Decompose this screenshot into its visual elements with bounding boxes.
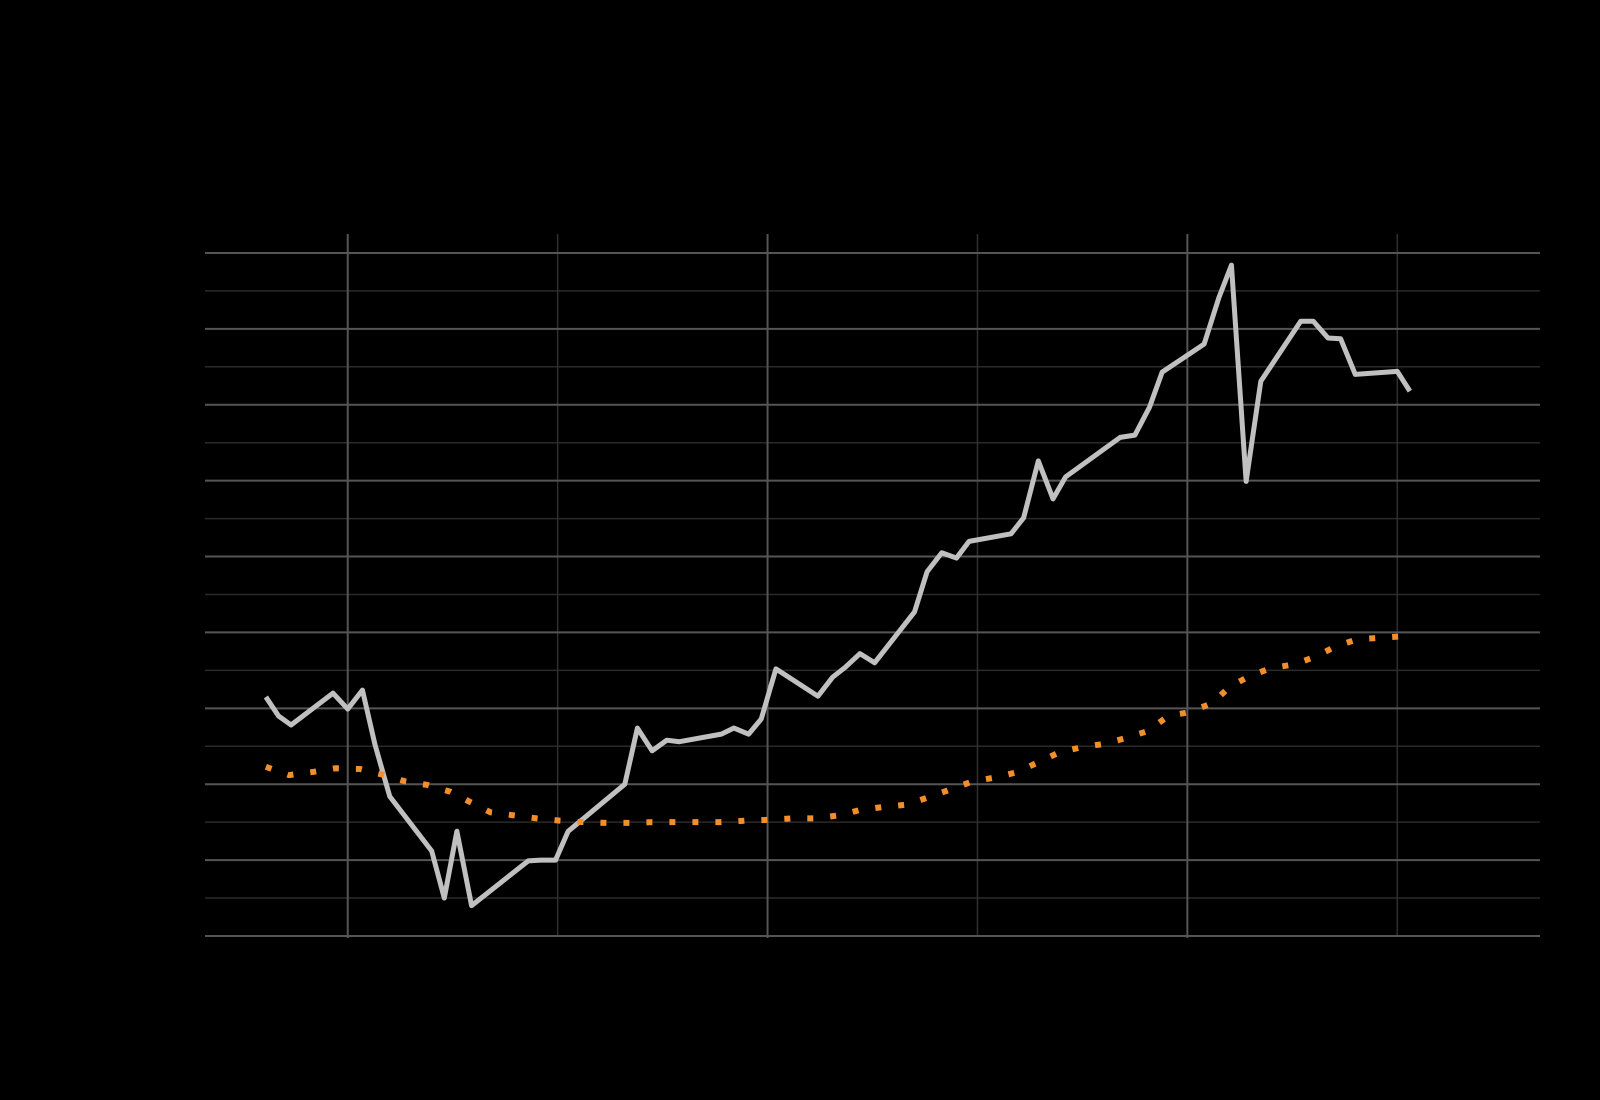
series-line bbox=[264, 633, 1404, 826]
series-line bbox=[263, 262, 1412, 909]
